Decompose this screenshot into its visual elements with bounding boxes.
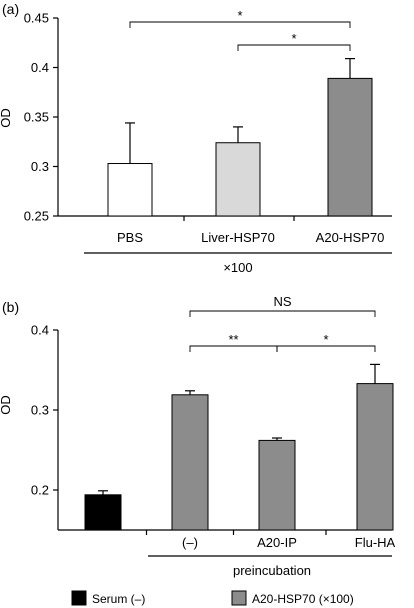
panel-b-category-labels: (–) A20-IP Flu-HA: [182, 535, 395, 550]
panel-a-significance-label: *: [237, 8, 242, 23]
panel-a-category-label: A20-HSP70: [316, 230, 385, 245]
panel-a-category-label: Liver-HSP70: [201, 230, 275, 245]
panel-b-bar: [84, 494, 122, 531]
panel-b-label: (b): [2, 299, 19, 315]
panel-a-label: (a): [2, 1, 19, 17]
panel-b-error-bars: [98, 363, 380, 495]
panel-a-group-label: ×100: [223, 260, 252, 275]
panel-b-bar: [258, 439, 296, 531]
panel-b-bar: [356, 383, 394, 531]
panel-a-category-labels: PBS Liver-HSP70 A20-HSP70: [117, 230, 384, 245]
panel-b-category-label: Flu-HA: [355, 535, 396, 550]
legend-swatch-a20-hsp70: [231, 590, 247, 606]
legend-swatch-serum: [71, 590, 87, 606]
panel-a-significance-bracket: [237, 44, 351, 51]
panel-a-significance-bracket: [129, 21, 351, 28]
legend-label-serum: Serum (–): [92, 592, 145, 606]
panel-a-significance: **: [129, 8, 351, 51]
panel-b-significance-bracket: [276, 345, 376, 352]
panel-a-significance-label: *: [291, 31, 296, 46]
panel-a-category-label: PBS: [117, 230, 143, 245]
panel-b-category-label: (–): [182, 535, 198, 550]
panel-a-bars: [107, 77, 373, 217]
panel-a-bar: [215, 142, 261, 217]
panel-b-significance-label: NS: [273, 294, 291, 309]
legend-label-a20-hsp70: A20-HSP70 (×100): [252, 592, 354, 606]
panel-a-bar: [327, 77, 373, 217]
panel-a-y-tick-label: 0.25: [24, 209, 49, 224]
panel-a-y-tick-label: 0.45: [24, 11, 49, 26]
panel-b-significance: NS** *: [189, 294, 376, 352]
panel-b-y-tick-label: 0.4: [31, 323, 49, 338]
panel-b-significance-label: **: [228, 332, 238, 347]
panel-a-y-tick-label: 0.3: [31, 159, 49, 174]
panel-b-category-label: A20-IP: [257, 535, 297, 550]
panel-a-y-tick-label: 0.4: [31, 60, 49, 75]
panel-a: (a) OD 0.250.30.350.40.45 ** PBS Liver-HS…: [0, 1, 392, 275]
panel-b-y-tick-label: 0.2: [31, 483, 49, 498]
legend: Serum (–) A20-HSP70 (×100): [71, 590, 354, 606]
panel-a-error-bars: [125, 57, 355, 164]
panel-b-y-tick-label: 0.3: [31, 403, 49, 418]
panel-a-y-tick-label: 0.35: [24, 110, 49, 125]
panel-b: (b) OD 0.20.30.4 NS** * (–) A20-IP Flu-HA p…: [0, 294, 396, 578]
panel-b-significance-label: *: [323, 332, 328, 347]
panel-b-y-axis-label: OD: [0, 395, 13, 415]
panel-b-bar: [171, 394, 209, 531]
panel-a-y-axis-label: OD: [0, 108, 13, 128]
panel-b-bars: [84, 383, 394, 531]
panel-b-significance-bracket: [189, 310, 376, 317]
panel-b-group-label: preincubation: [233, 563, 311, 578]
panel-a-bar: [107, 163, 153, 217]
